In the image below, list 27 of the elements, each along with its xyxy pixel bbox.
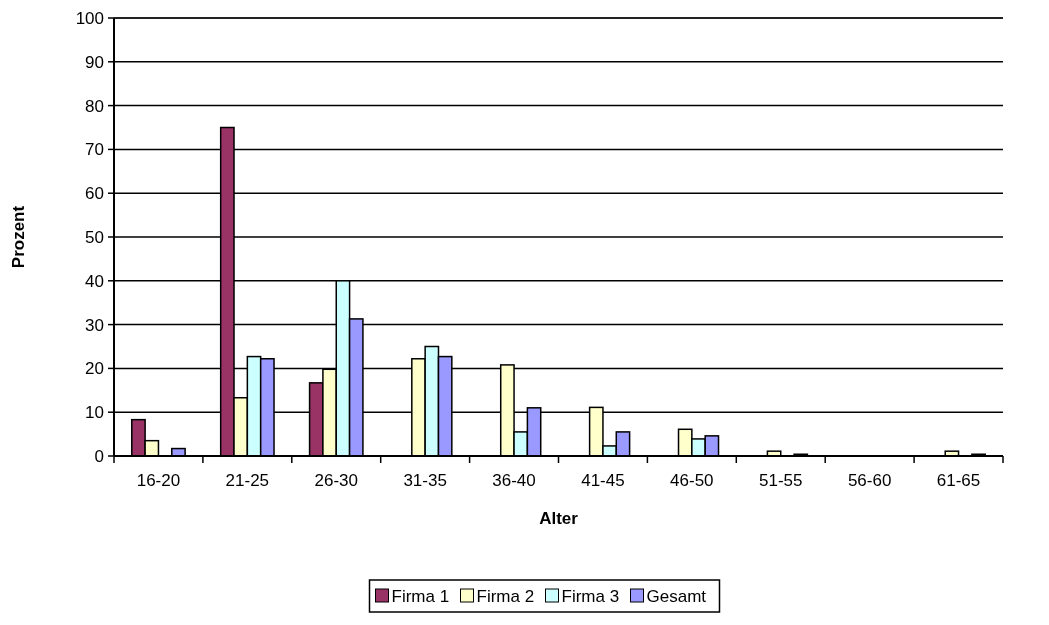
- x-tick-label: 21-25: [225, 471, 270, 490]
- x-tick-label: 51-55: [759, 471, 803, 490]
- y-axis-title: Prozent: [9, 205, 28, 269]
- y-tick-label: 50: [85, 227, 104, 247]
- x-tick-label: 61-65: [936, 471, 981, 490]
- y-tick-label: 100: [75, 8, 104, 28]
- y-tick-label: 30: [85, 315, 104, 335]
- y-tick-label: 60: [85, 184, 104, 204]
- legend-label: Firma 2: [476, 586, 535, 606]
- x-axis-title: Alter: [539, 509, 579, 528]
- legend-label: Firma 3: [561, 586, 620, 606]
- x-tick-label: 46-50: [670, 471, 714, 490]
- x-tick-label: 41-45: [581, 471, 625, 490]
- y-tick-label: 80: [85, 96, 104, 116]
- y-tick-label: 90: [85, 52, 104, 72]
- x-tick-label: 26-30: [314, 471, 358, 490]
- y-tick-label: 10: [85, 403, 104, 423]
- legend-label: Gesamt: [646, 586, 707, 606]
- x-tick-label: 16-20: [136, 471, 181, 490]
- y-tick-label: 0: [94, 446, 104, 466]
- legend-label: Firma 1: [391, 586, 450, 606]
- y-tick-label: 20: [85, 359, 104, 379]
- x-tick-label: 56-60: [847, 471, 892, 490]
- y-tick-label: 70: [85, 140, 104, 160]
- x-tick-label: 31-35: [403, 471, 447, 490]
- y-tick-label: 40: [85, 271, 104, 291]
- x-tick-label: 36-40: [492, 471, 536, 490]
